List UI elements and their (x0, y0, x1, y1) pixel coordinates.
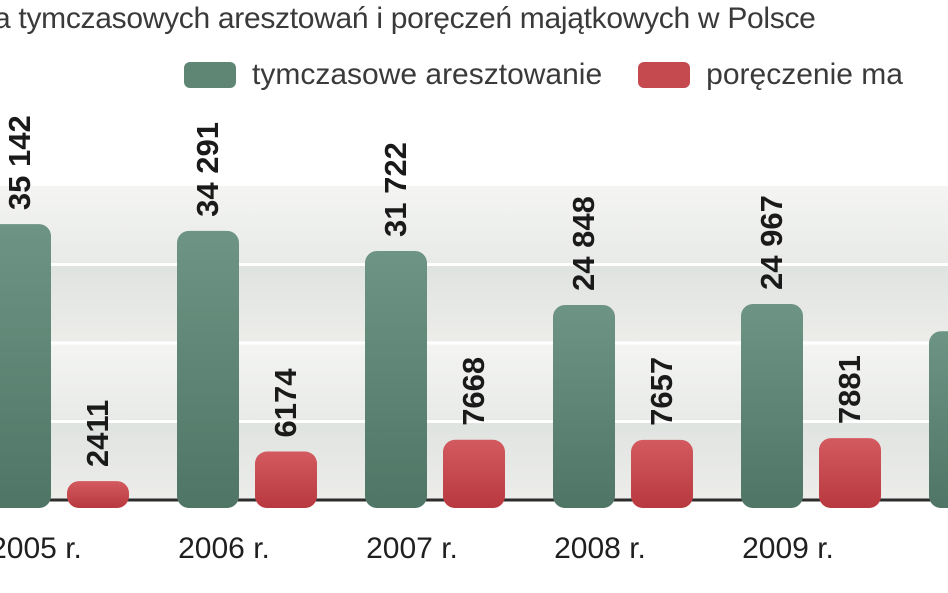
data-label-bail: 7881 (832, 355, 867, 424)
data-label-arrests: 35 142 (2, 115, 37, 210)
data-label-arrests: 34 291 (190, 122, 225, 217)
category-label: 2009 r. (742, 532, 834, 565)
bar-arrests-partial (929, 331, 948, 508)
bar-arrests (741, 304, 803, 508)
data-label-bail: 6174 (268, 368, 303, 438)
data-label-arrests: 24 967 (754, 195, 789, 290)
legend-swatch-arrests (184, 62, 236, 88)
legend-label-bail: poręczenie ma (706, 58, 903, 91)
data-label-arrests: 31 722 (378, 142, 413, 237)
chart-legend: tymczasowe aresztowanie poręczenie ma (184, 58, 939, 92)
legend-label-arrests: tymczasowe aresztowanie (252, 58, 603, 91)
bar-arrests (177, 230, 239, 508)
bar-bail (67, 481, 129, 508)
data-label-bail: 7657 (644, 357, 679, 426)
bar-arrests (365, 250, 427, 508)
bar-arrests (553, 304, 615, 508)
category-label: 2007 r. (366, 532, 458, 565)
category-label: 2006 r. (178, 532, 270, 565)
bar-bail (255, 451, 317, 508)
legend-swatch-bail (638, 62, 691, 88)
chart-title: a tymczasowych aresztowań i poręczeń maj… (0, 2, 816, 35)
bar-bail (443, 439, 505, 508)
category-label: 2005 r. (0, 532, 82, 565)
plot-band (0, 264, 948, 343)
bar-arrests (0, 224, 51, 508)
category-label: 2008 r. (554, 532, 646, 565)
data-label-bail: 2411 (80, 400, 115, 467)
legend-item-arrests: tymczasowe aresztowanie (184, 58, 602, 92)
bar-bail (631, 439, 693, 508)
data-label-bail: 7668 (456, 357, 491, 426)
plot-band (0, 186, 948, 265)
legend-item-bail: poręczenie ma (638, 58, 903, 92)
bar-bail (819, 438, 881, 508)
data-label-arrests: 24 848 (566, 196, 601, 291)
